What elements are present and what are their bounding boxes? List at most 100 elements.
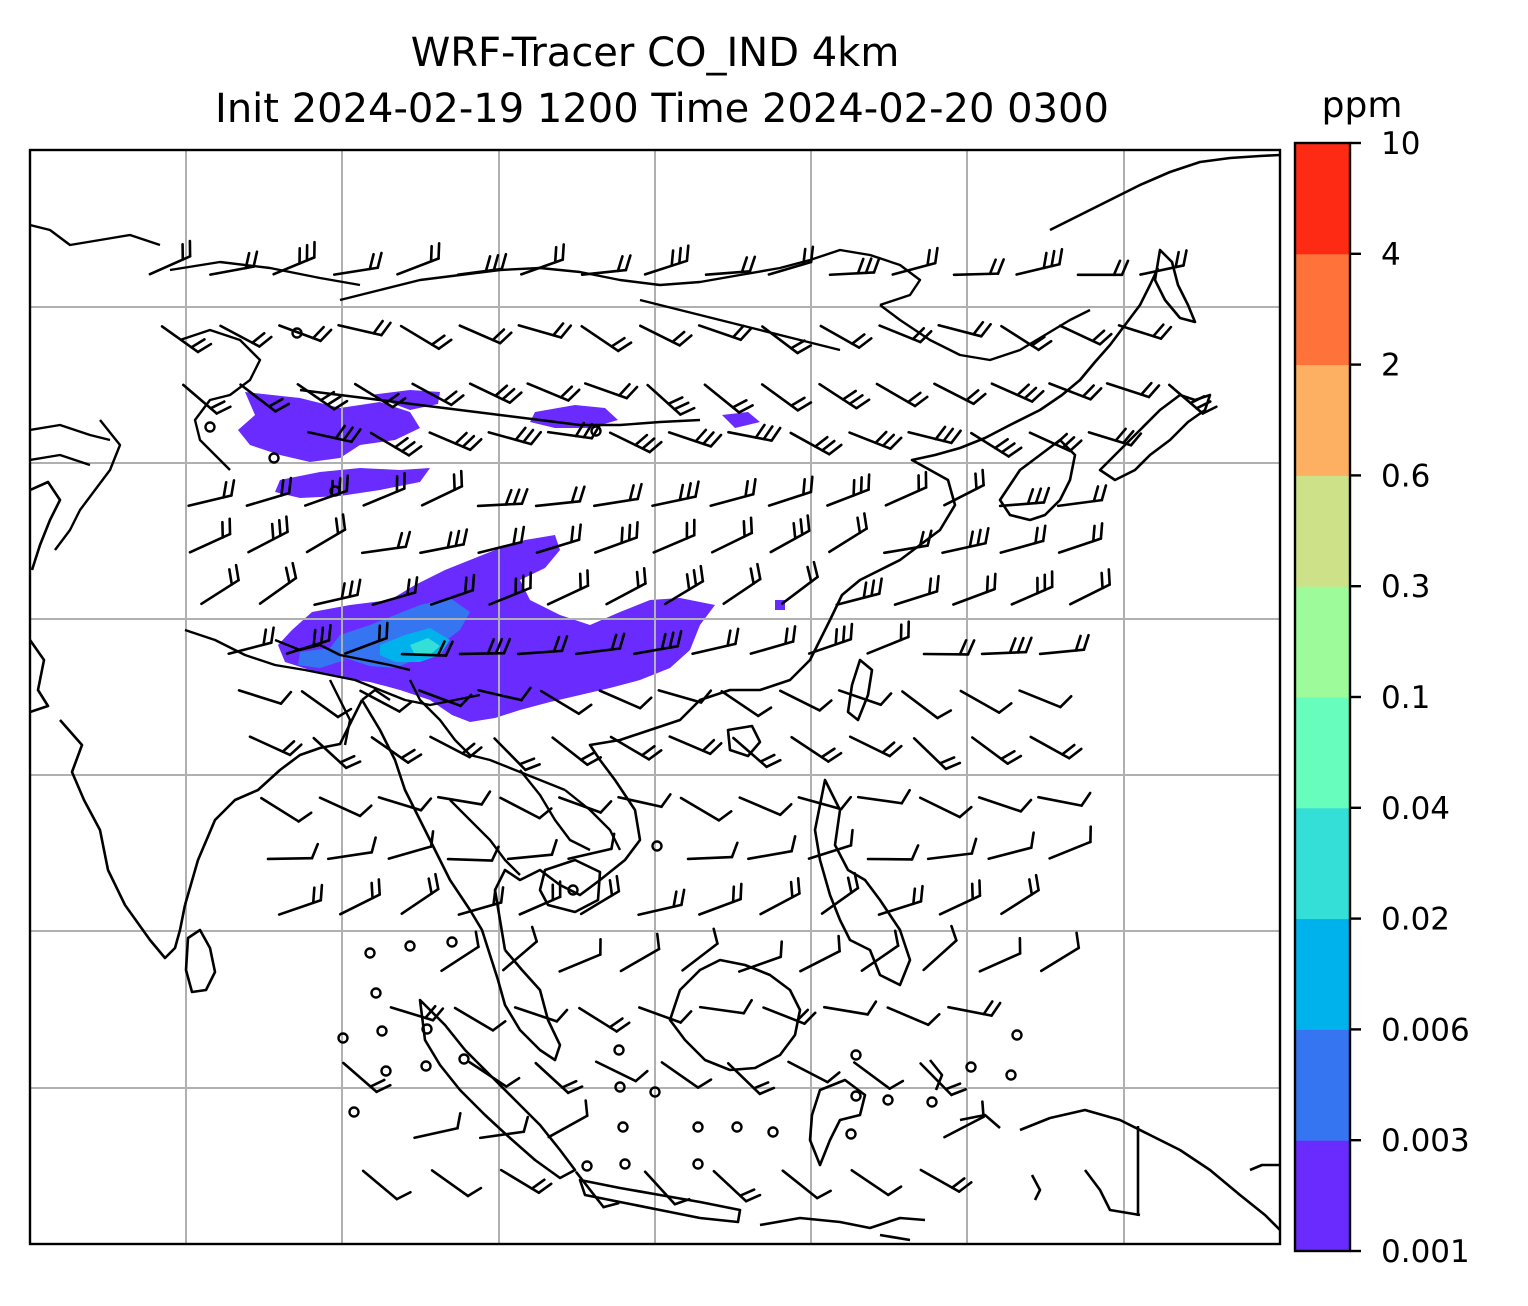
wind-barb — [429, 573, 476, 606]
wind-barb — [875, 382, 929, 408]
wind-barb — [429, 735, 483, 759]
wind-barb — [1087, 427, 1143, 447]
wind-barb — [619, 932, 661, 973]
wind-barb — [790, 735, 843, 763]
wind-barb — [710, 516, 754, 554]
wind-barb — [781, 560, 819, 605]
colorbar-tick-label: 10 — [1381, 126, 1420, 162]
wind-barb — [977, 796, 1033, 813]
wind-barb — [941, 526, 990, 555]
wind-barb — [546, 421, 601, 440]
calm-wind-circle — [458, 1053, 470, 1065]
wind-barb — [732, 736, 782, 769]
wind-barb — [943, 1100, 985, 1139]
coastline-sulawesi — [808, 1078, 867, 1167]
wind-barb — [362, 472, 406, 507]
wind-barb — [1000, 324, 1053, 352]
wind-barb — [546, 569, 590, 606]
wind-barb — [697, 324, 753, 342]
wind-barb — [592, 482, 643, 508]
map-frame — [28, 148, 1282, 1246]
wind-barb — [344, 621, 389, 655]
wind-barb — [652, 518, 696, 554]
wind-barb — [667, 428, 723, 448]
wind-barb — [369, 431, 423, 457]
calm-wind-circle — [581, 1160, 593, 1172]
wind-barb — [767, 475, 814, 507]
wind-barb — [891, 246, 939, 276]
wind-barb — [698, 882, 743, 916]
calm-wind-circle — [882, 1094, 894, 1106]
calm-wind-circle — [421, 1023, 433, 1035]
wind-barb — [440, 930, 480, 973]
wind-barb — [866, 620, 911, 655]
calm-wind-circle — [329, 485, 341, 497]
wind-barb — [476, 488, 529, 508]
coastline-china-east — [828, 267, 1160, 621]
wind-barb — [583, 382, 639, 400]
wind-barb — [769, 514, 811, 554]
wind-barb — [468, 1060, 521, 1088]
wind-barb — [534, 1061, 584, 1095]
wind-barb — [453, 1006, 507, 1032]
wind-barb — [884, 470, 928, 507]
wind-barb — [307, 424, 362, 444]
wind-barb — [926, 837, 978, 861]
wind-barb — [646, 383, 696, 416]
wind-barb — [266, 842, 320, 861]
wind-barb — [698, 998, 753, 1015]
wind-barb — [1056, 484, 1108, 508]
calm-wind-circle — [370, 987, 382, 999]
border-laos-vietnam — [519, 769, 622, 852]
wind-barb — [361, 1169, 412, 1201]
wind-barb — [886, 1006, 941, 1027]
wind-barb — [980, 636, 1033, 656]
wind-barb — [877, 884, 924, 916]
wind-barb — [477, 525, 526, 555]
wind-barb — [633, 630, 683, 656]
wind-barb — [437, 790, 492, 806]
wind-barb — [305, 513, 347, 554]
wind-barb — [534, 485, 586, 508]
wind-barb — [971, 736, 1023, 765]
calm-wind-circle — [380, 1065, 392, 1077]
wind-barb — [499, 1168, 553, 1195]
wind-barb — [245, 476, 293, 507]
wind-barb — [722, 562, 762, 606]
tracer-plume-patch-7 — [330, 598, 470, 668]
wind-barb — [446, 845, 500, 862]
wind-barb — [396, 241, 441, 276]
colorbar-band-7 — [1295, 364, 1350, 476]
wind-barb — [248, 735, 303, 757]
wind-barb — [413, 1111, 462, 1140]
border-himalaya — [184, 628, 481, 707]
wind-barb — [820, 871, 860, 915]
colorbar-band-1 — [1295, 1029, 1350, 1141]
coastlines — [30, 153, 1280, 1242]
border-tarim — [299, 388, 701, 427]
border-thailand-cambodia — [449, 799, 521, 876]
wind-barb — [1139, 249, 1188, 276]
wind-barb — [999, 524, 1047, 554]
wind-barb — [519, 243, 566, 276]
map-panel — [28, 148, 1282, 1246]
wind-barb — [1117, 323, 1173, 340]
wind-barb — [188, 517, 232, 554]
wind-barb — [1048, 825, 1093, 860]
wind-barb — [468, 382, 523, 404]
wind-barb — [943, 468, 985, 507]
wind-barb — [594, 520, 639, 554]
wind-barb — [456, 252, 508, 276]
tracer-plume-patch-5 — [278, 535, 715, 722]
wind-barb — [517, 322, 573, 339]
wind-barb — [181, 383, 232, 415]
wind-barb — [759, 876, 801, 916]
wind-barb — [848, 735, 903, 758]
wind-barb — [558, 796, 613, 814]
chart-title: WRF-Tracer CO_IND 4km — [411, 30, 900, 76]
wind-barb — [922, 639, 976, 656]
calm-wind-circle — [268, 452, 280, 464]
wind-barb — [575, 1171, 620, 1209]
wind-barb — [539, 689, 593, 716]
calm-wind-circle — [1011, 1029, 1023, 1041]
